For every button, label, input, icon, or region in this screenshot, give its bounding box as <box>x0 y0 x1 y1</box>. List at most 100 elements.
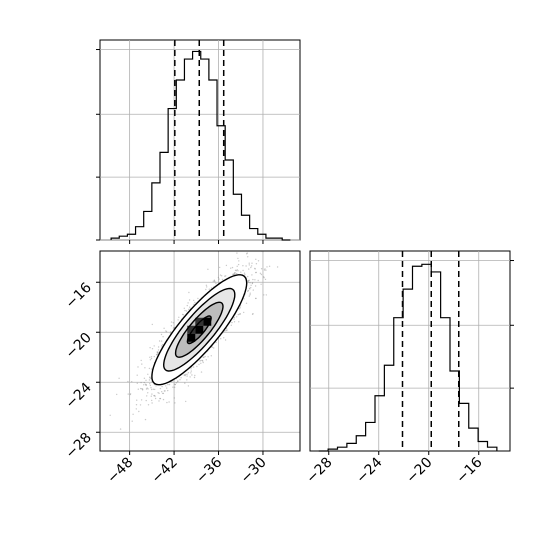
sample-point <box>148 367 151 370</box>
sample-point <box>242 269 244 272</box>
sample-point <box>200 359 202 362</box>
sample-point <box>236 265 238 267</box>
sample-point <box>143 384 145 386</box>
sample-point <box>254 268 256 270</box>
sample-point <box>252 289 254 291</box>
sample-point <box>245 265 247 267</box>
sample-point <box>160 340 163 342</box>
sample-point <box>160 333 163 336</box>
sample-point <box>232 273 234 275</box>
sample-point <box>156 351 158 353</box>
sample-point <box>150 368 153 370</box>
sample-point <box>186 379 188 381</box>
sample-point <box>244 274 246 276</box>
sample-point <box>168 401 170 403</box>
sample-point <box>162 343 164 346</box>
density-panel: −48 −42 −36 −30 −16 −20 −24 −28 <box>63 250 301 487</box>
sample-point <box>206 286 208 288</box>
sample-point <box>157 349 160 351</box>
density-core-cell <box>187 333 196 342</box>
sample-point <box>153 394 155 397</box>
tick-label: −20 <box>403 455 435 487</box>
sample-point <box>252 313 254 315</box>
contour-line <box>151 274 248 386</box>
sample-point <box>249 282 251 284</box>
sample-point <box>255 297 257 300</box>
sample-point <box>202 361 204 364</box>
sample-point <box>183 307 185 309</box>
sample-point <box>205 284 208 286</box>
sample-point <box>246 252 248 254</box>
sample-point <box>248 262 250 264</box>
sample-point <box>154 395 156 397</box>
sample-point <box>238 313 240 315</box>
sample-point <box>172 322 175 324</box>
sample-point <box>218 278 220 280</box>
sample-point <box>243 272 246 274</box>
sample-point <box>202 356 204 358</box>
sample-point <box>250 286 252 289</box>
sample-point <box>248 281 250 283</box>
sample-point <box>186 375 188 377</box>
sample-point <box>149 376 151 378</box>
sample-point <box>260 273 263 276</box>
sample-point <box>182 314 185 316</box>
sample-point <box>247 290 249 292</box>
sample-point <box>170 321 173 323</box>
sample-point <box>183 374 185 376</box>
density-contours <box>151 274 248 386</box>
sample-point <box>153 395 155 397</box>
sample-point <box>163 390 166 392</box>
sample-point <box>250 265 253 267</box>
sample-point <box>149 384 152 387</box>
sample-point <box>224 330 226 332</box>
sample-point <box>141 363 143 365</box>
sample-point <box>251 282 254 285</box>
sample-point <box>234 272 236 274</box>
sample-point <box>240 271 242 273</box>
sample-point <box>213 280 216 282</box>
sample-point <box>194 374 196 377</box>
sample-point <box>151 348 154 350</box>
sample-point <box>137 388 139 390</box>
sample-point <box>151 323 153 326</box>
sample-point <box>221 278 224 281</box>
sample-point <box>166 401 168 404</box>
sample-point <box>247 256 249 258</box>
sample-point <box>247 279 250 282</box>
sample-point <box>263 277 265 279</box>
contour-line <box>162 287 236 372</box>
sample-point <box>184 382 186 384</box>
density-x-ticks: −48 −42 −36 −30 <box>104 451 270 487</box>
sample-point <box>177 380 179 382</box>
sample-point <box>237 270 239 272</box>
sample-point <box>147 373 149 375</box>
sample-point <box>251 282 254 284</box>
sample-point <box>257 260 260 262</box>
sample-point <box>147 392 149 394</box>
sample-point <box>135 404 138 406</box>
sample-point <box>143 381 145 384</box>
sample-point <box>234 273 236 275</box>
sample-point <box>224 275 226 277</box>
sample-point <box>184 309 186 312</box>
sample-point <box>156 353 158 355</box>
sample-point <box>251 274 253 276</box>
sample-point <box>239 313 241 315</box>
sample-point <box>220 338 222 340</box>
sample-point <box>254 267 256 270</box>
sample-point <box>247 280 249 282</box>
sample-point <box>150 377 152 380</box>
sample-point <box>213 347 215 349</box>
sample-point <box>148 379 151 381</box>
tick-label: −30 <box>238 455 270 487</box>
sample-point <box>127 380 129 383</box>
sample-point <box>141 388 144 390</box>
sample-point <box>243 298 245 300</box>
sample-point <box>136 399 138 401</box>
sample-point <box>252 278 254 281</box>
sample-point <box>162 392 165 395</box>
sample-point <box>161 345 163 347</box>
sample-point <box>193 303 195 306</box>
sample-point <box>190 368 192 370</box>
